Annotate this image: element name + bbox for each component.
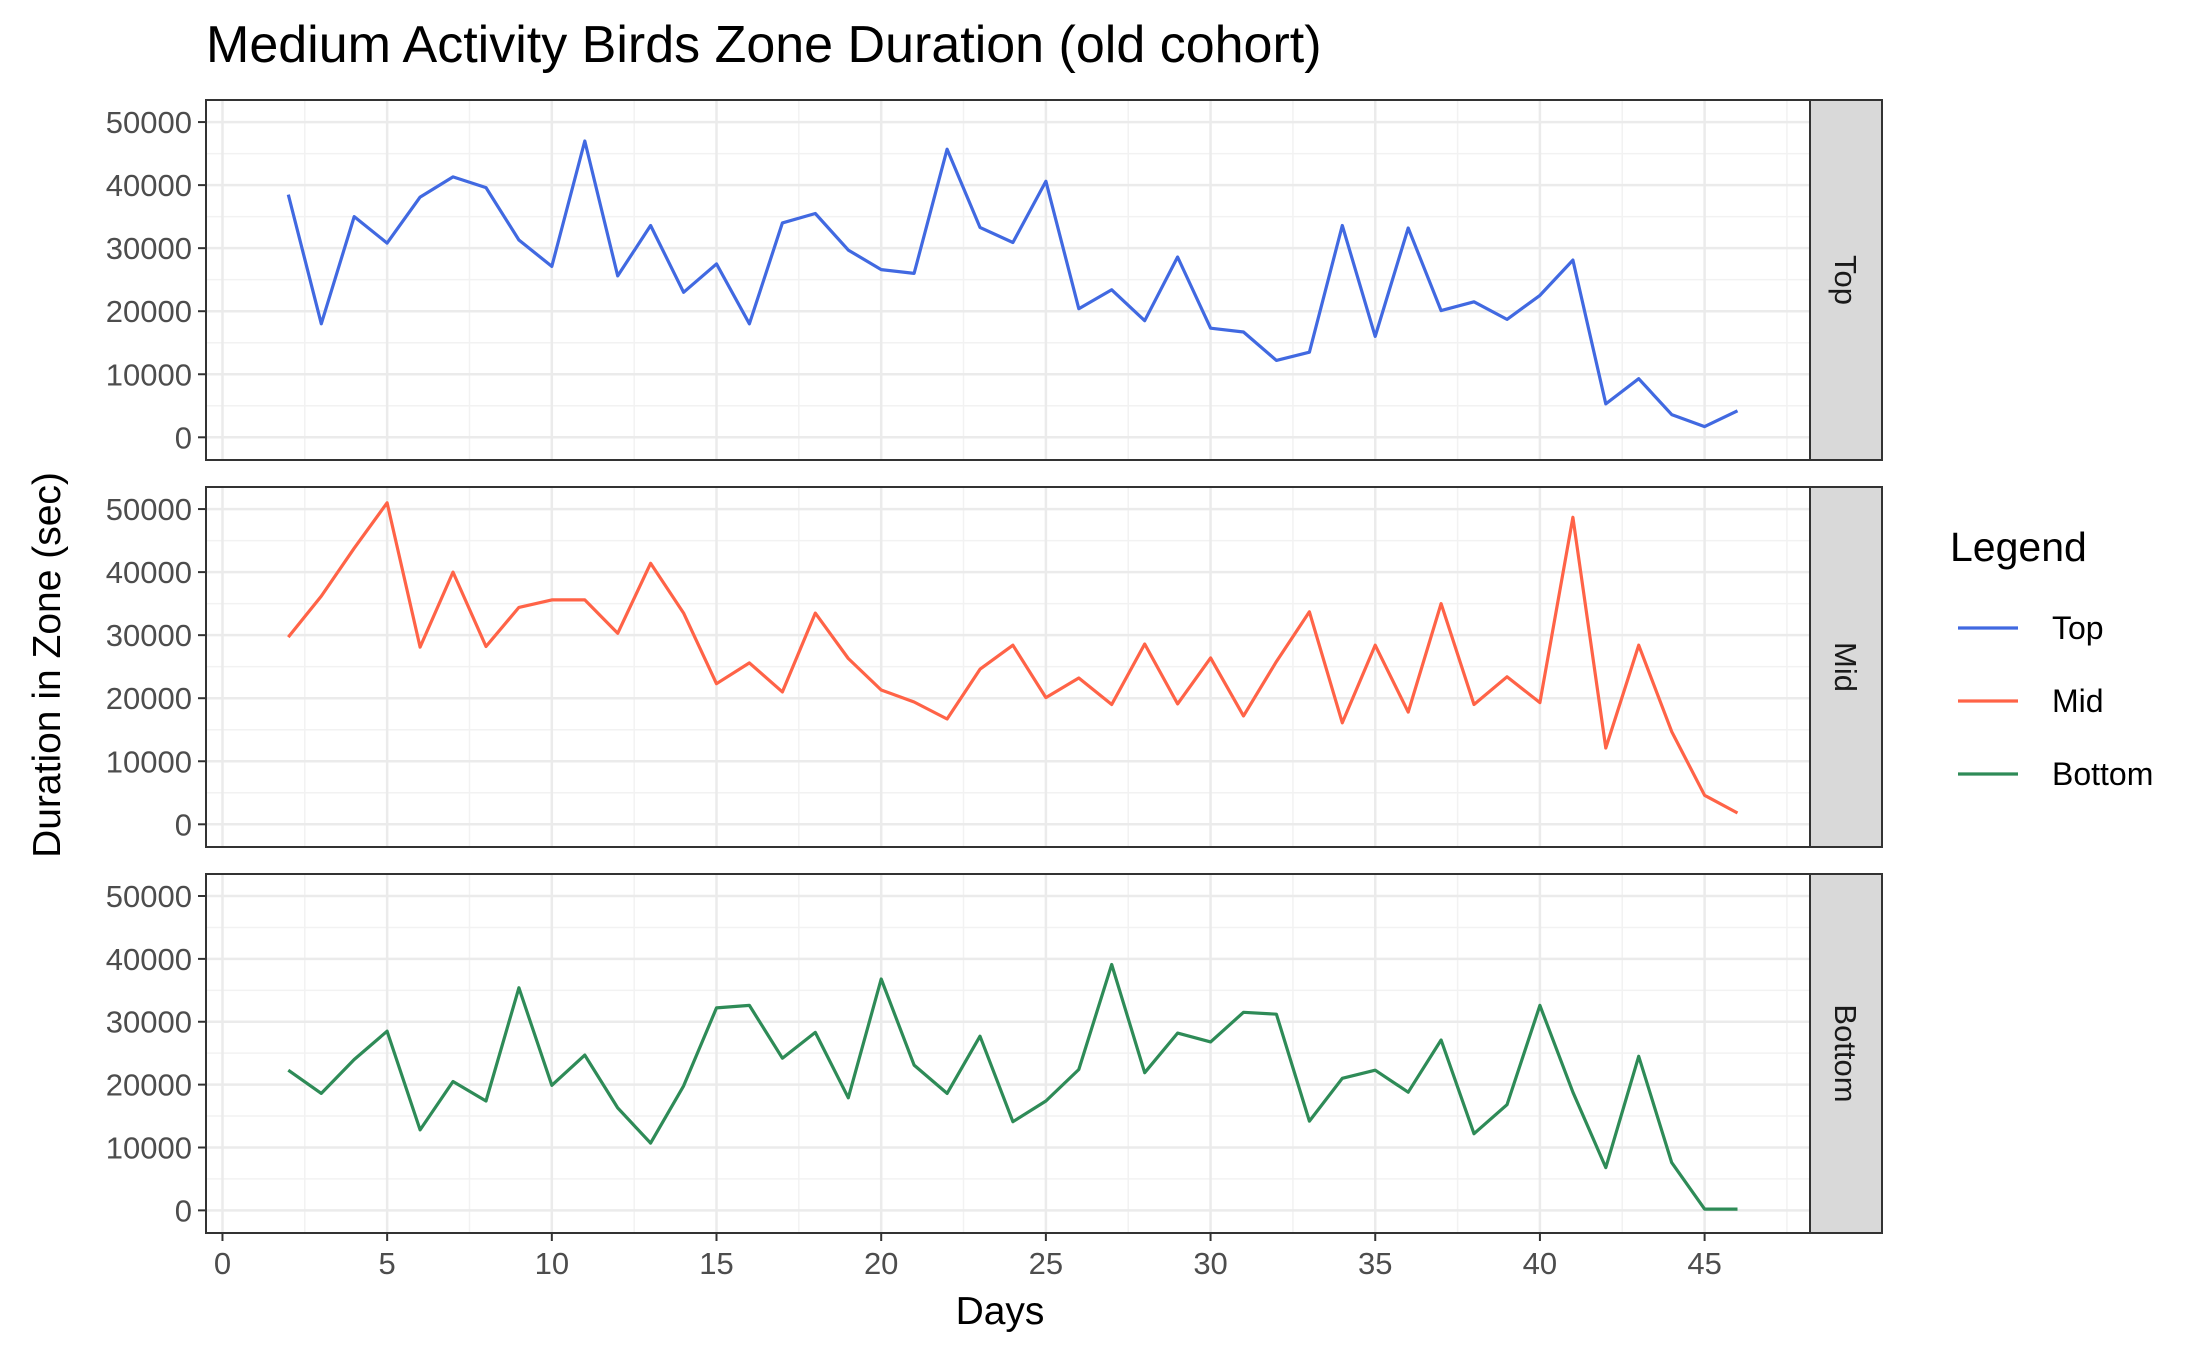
legend-label-top: Top xyxy=(2052,610,2104,646)
y-tick-label: 30000 xyxy=(106,618,192,653)
y-tick-label: 30000 xyxy=(106,1005,192,1040)
x-tick-label: 45 xyxy=(1687,1246,1721,1281)
series-line-bottom xyxy=(287,962,1738,1211)
y-tick-label: 0 xyxy=(175,807,192,842)
series-line-top xyxy=(286,139,1739,429)
x-tick-label: 5 xyxy=(379,1246,396,1281)
y-tick-label: 30000 xyxy=(106,231,192,266)
x-tick-label: 10 xyxy=(535,1246,569,1281)
x-axis-title: Days xyxy=(956,1290,1045,1333)
y-tick-label: 10000 xyxy=(106,357,192,392)
x-tick-label: 15 xyxy=(699,1246,733,1281)
y-tick-label: 20000 xyxy=(106,1068,192,1103)
panels: 01000020000300004000050000Top01000020000… xyxy=(106,99,1883,1281)
facet-strip xyxy=(1809,873,1883,1234)
legend-label-mid: Mid xyxy=(2052,683,2104,719)
y-tick-label: 40000 xyxy=(106,168,192,203)
legend-label-bottom: Bottom xyxy=(2052,756,2153,792)
facet-strip-label: Top xyxy=(1828,255,1863,305)
legend: Legend Top Mid Bottom xyxy=(1950,524,2153,792)
y-tick-label: 0 xyxy=(175,1193,192,1228)
y-tick-label: 50000 xyxy=(106,105,192,140)
facet-panel-top: 0 10000 20000 30000 40000 50000 Top xyxy=(106,99,1883,461)
legend-item-top: Top xyxy=(1958,610,2104,646)
legend-item-bottom: Bottom xyxy=(1958,756,2153,792)
series-line-mid xyxy=(287,501,1739,815)
x-tick-label: 40 xyxy=(1523,1246,1557,1281)
legend-title: Legend xyxy=(1950,524,2087,570)
chart-title: Medium Activity Birds Zone Duration (old… xyxy=(206,16,1322,74)
x-tick-label: 20 xyxy=(864,1246,898,1281)
x-tick-label: 0 xyxy=(214,1246,231,1281)
y-axis-title: Duration in Zone (sec) xyxy=(26,472,69,858)
facet-panel-bottom: 0 10000 20000 30000 40000 50000 Bottom 0 5 10 15 20… xyxy=(106,873,1883,1281)
y-tick-label: 40000 xyxy=(106,942,192,977)
x-tick-label: 25 xyxy=(1029,1246,1063,1281)
legend-item-mid: Mid xyxy=(1958,683,2104,719)
y-tick-label: 20000 xyxy=(106,681,192,716)
x-tick-label: 30 xyxy=(1193,1246,1227,1281)
y-tick-label: 10000 xyxy=(106,744,192,779)
y-tick-label: 10000 xyxy=(106,1130,192,1165)
facet-panel-mid: 0 10000 20000 30000 40000 50000 Mid xyxy=(106,486,1883,848)
facet-strip xyxy=(1809,99,1883,461)
x-tick-label: 35 xyxy=(1358,1246,1392,1281)
facet-strip xyxy=(1809,486,1883,848)
y-tick-label: 0 xyxy=(175,420,192,455)
y-tick-label: 40000 xyxy=(106,555,192,590)
y-tick-label: 20000 xyxy=(106,294,192,329)
facet-strip-label: Bottom xyxy=(1828,1004,1863,1102)
y-tick-label: 50000 xyxy=(106,879,192,914)
y-tick-label: 50000 xyxy=(106,492,192,527)
facet-strip-label: Mid xyxy=(1828,642,1863,692)
